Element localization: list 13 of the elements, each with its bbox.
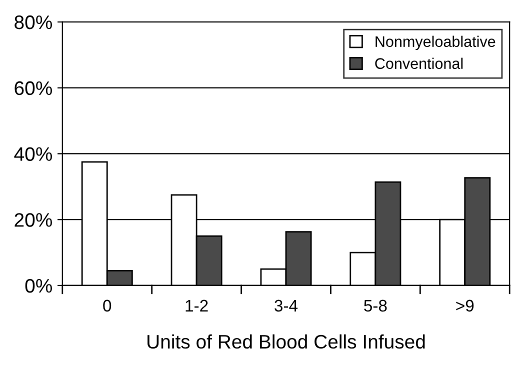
x-tick-label: 1-2 xyxy=(186,300,208,312)
y-tick-label: 80% xyxy=(14,15,52,30)
x-axis-title: Units of Red Blood Cells Infused xyxy=(148,334,425,349)
x-tick-label: 5-8 xyxy=(364,300,387,312)
x-tick-label: 0 xyxy=(103,300,112,312)
y-tick-label: 40% xyxy=(14,147,52,161)
y-tick-label: 0% xyxy=(25,278,52,293)
x-tick-label: 3-4 xyxy=(274,300,298,312)
y-tick-label: 20% xyxy=(14,213,52,227)
legend-label: Conventional xyxy=(375,58,463,69)
y-tick-label: 60% xyxy=(14,81,52,96)
x-tick-label: >9 xyxy=(456,300,474,312)
legend-label: Nonmyeloablative xyxy=(376,36,496,50)
